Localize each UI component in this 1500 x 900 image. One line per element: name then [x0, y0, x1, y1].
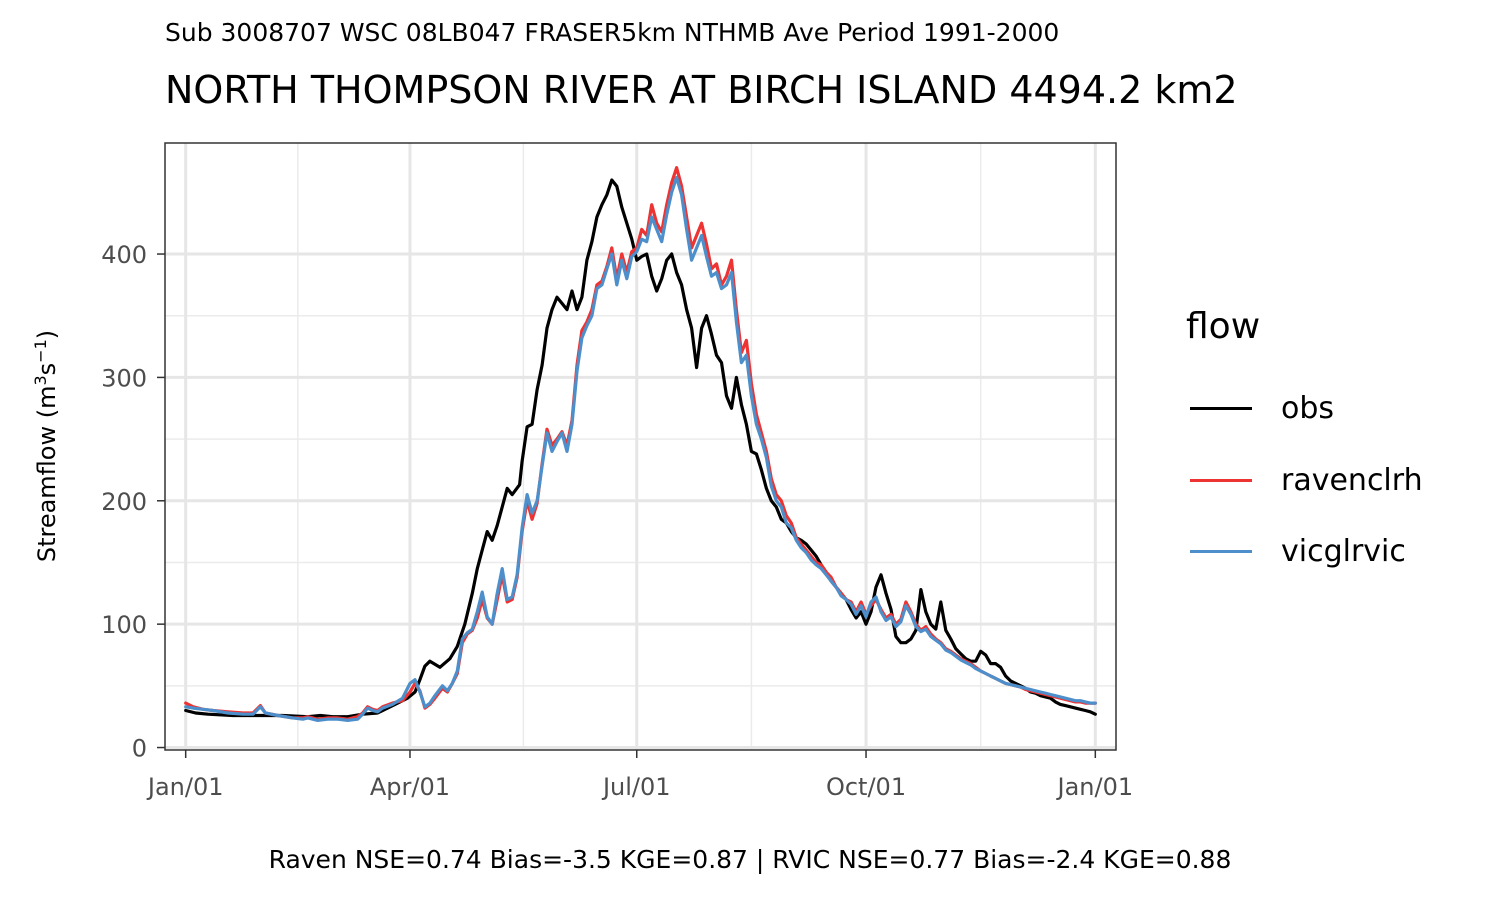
y-tick-label: 400: [101, 241, 147, 269]
x-tick-label: Apr/01: [370, 773, 450, 801]
y-axis-label: Streamflow (m3s−1): [31, 330, 61, 562]
y-tick-label: 300: [101, 364, 147, 392]
legend-key-obs: [1190, 406, 1252, 410]
legend-item-obs: obs: [1190, 388, 1334, 428]
legend-key-vicglrvic: [1190, 549, 1252, 553]
grid-lines: [165, 143, 1116, 750]
axes: Jan/01 Apr/01 Jul/01 Oct/01 Jan/01 0 100 200 300…: [101, 241, 1133, 801]
series-line-ravenclrh: [184, 166, 1097, 721]
x-tick-label: Oct/01: [826, 773, 906, 801]
plot-panel-border: [164, 142, 1117, 751]
x-tick-label: Jan/01: [146, 773, 224, 801]
series-line-vicglrvic: [184, 175, 1097, 722]
y-tick-label: 200: [101, 488, 147, 516]
legend-label-vicglrvic: vicglrvic: [1281, 533, 1406, 569]
x-tick-label: Jul/01: [601, 773, 671, 801]
series-line-obs: [184, 178, 1097, 719]
x-tick-label: Jan/01: [1056, 773, 1134, 801]
fit-statistics-caption: Raven NSE=0.74 Bias=-3.5 KGE=0.87 | RVIC…: [268, 845, 1232, 874]
series-lines: [184, 166, 1097, 722]
legend-title: flow: [1186, 306, 1261, 347]
legend-item-vicglrvic: vicglrvic: [1190, 531, 1406, 571]
chart-subtitle: Sub 3008707 WSC 08LB047 FRASER5km NTHMB …: [165, 18, 1060, 47]
chart-title: NORTH THOMPSON RIVER AT BIRCH ISLAND 449…: [165, 68, 1238, 112]
legend-label-obs: obs: [1281, 390, 1335, 426]
y-tick-label: 0: [132, 735, 147, 763]
legend-key-ravenclrh: [1190, 478, 1252, 482]
legend-label-ravenclrh: ravenclrh: [1281, 462, 1423, 498]
y-tick-label: 100: [101, 611, 147, 639]
legend-item-ravenclrh: ravenclrh: [1190, 460, 1423, 500]
